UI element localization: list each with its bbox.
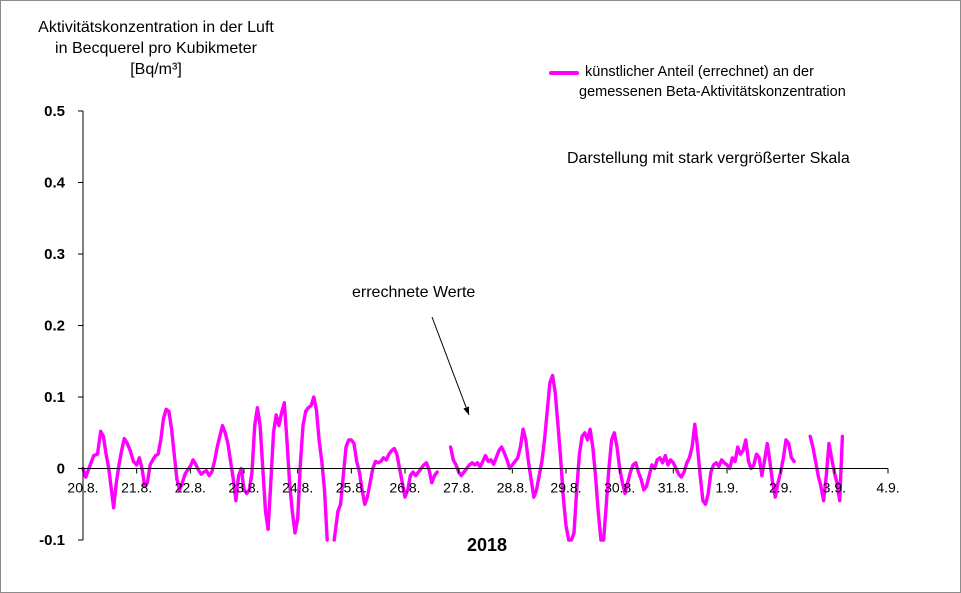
x-tick-label: 26.8. xyxy=(389,480,420,496)
legend-text-line-2: gemessenen Beta-Aktivitätskonzentration xyxy=(579,84,846,100)
x-tick-label: 21.8. xyxy=(121,480,152,496)
x-tick-label: 4.9. xyxy=(876,480,899,496)
annotation-arrow-layer xyxy=(431,316,470,416)
y-tick-label: 0.1 xyxy=(44,389,65,406)
legend: künstlicher Anteil (errechnet) an der ge… xyxy=(549,62,846,102)
y-axis-label-line-1: Aktivitätskonzentration in der Luft xyxy=(38,19,274,36)
annotation-label: errechnete Werte xyxy=(352,284,476,301)
series-line-segment-1 xyxy=(81,395,329,542)
x-tick-label: 29.8. xyxy=(550,480,581,496)
y-tick-label: 0 xyxy=(57,461,65,478)
legend-swatch xyxy=(549,71,579,75)
x-tick-label: 24.8. xyxy=(282,480,313,496)
y-tick-label: 0.5 xyxy=(44,103,65,120)
x-tick-label: 23.8. xyxy=(228,480,259,496)
y-axis-label: Aktivitätskonzentration in der Luft in B… xyxy=(1,17,311,80)
scale-note: Darstellung mit stark vergrößerter Skala xyxy=(567,150,850,167)
y-axis-label-line-3: [Bq/m³] xyxy=(130,61,182,78)
x-tick-label: 20.8. xyxy=(67,480,98,496)
series-line-segment-3 xyxy=(448,373,796,542)
annotation-arrow xyxy=(431,316,470,416)
series-line-segment-2 xyxy=(332,438,439,542)
y-tick-label: 0.4 xyxy=(44,175,66,192)
x-tick-label: 25.8. xyxy=(336,480,367,496)
x-tick-label: 3.9. xyxy=(823,480,846,496)
x-tick-label: 2.9. xyxy=(769,480,792,496)
series-layer xyxy=(81,373,845,542)
series-line-segment-4 xyxy=(808,434,845,503)
x-axis-label: 2018 xyxy=(467,535,508,555)
x-tick-label: 1.9. xyxy=(715,480,738,496)
x-tick-label: 27.8. xyxy=(443,480,474,496)
legend-text-line-1: künstlicher Anteil (errechnet) an der xyxy=(585,64,814,80)
x-tick-label: 22.8. xyxy=(175,480,206,496)
y-tick-label: 0.2 xyxy=(44,318,65,335)
y-tick-label: 0.3 xyxy=(44,246,65,263)
y-tick-label: -0.1 xyxy=(39,532,65,549)
x-tick-label: 30.8. xyxy=(604,480,635,496)
y-axis-label-line-2: in Becquerel pro Kubikmeter xyxy=(55,40,257,57)
x-tick-label: 31.8. xyxy=(658,480,689,496)
x-tick-label: 28.8. xyxy=(497,480,528,496)
axes-layer: 0.5 0.4 0.3 0.2 0.1 0 -0.1 20.8. 21.8. 22.8. 23.8.… xyxy=(39,103,900,549)
